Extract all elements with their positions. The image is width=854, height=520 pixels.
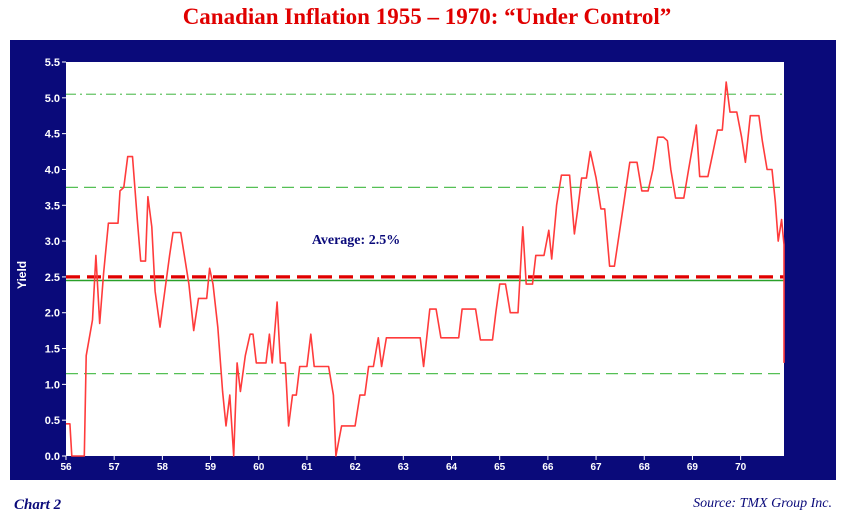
y-tick-label: 2.0: [45, 308, 60, 320]
y-tick-label: 4.0: [45, 164, 60, 176]
x-tick-label: 65: [494, 462, 506, 473]
y-tick-label: 1.5: [45, 344, 60, 356]
x-tick-label: 67: [591, 462, 603, 473]
chart-caption: Chart 2: [14, 497, 62, 513]
x-tick-label: 64: [446, 462, 458, 473]
y-tick-label: 4.5: [45, 129, 60, 141]
chart-frame: 0.0 0.5 1.0 1.5 2.0 2.5 3.0 3.5 4.0 4.5 5.0 5.5 56 5…: [10, 40, 836, 480]
x-tick-label: 58: [157, 462, 169, 473]
y-tick-label: 3.0: [45, 236, 60, 248]
y-axis-label: Yield: [15, 261, 29, 289]
y-tick-label: 2.5: [45, 272, 60, 284]
x-axis: 56 57 58 59 60 61 62 63 64 65 66 67 68 69 70: [60, 456, 747, 473]
plot-area: [66, 62, 784, 456]
chart-svg: 0.00.51.01.52.02.53.03.54.04.55.05.5 56 5…: [15, 57, 785, 473]
y-axis: 0.0 0.5 1.0 1.5 2.0 2.5 3.0 3.5 4.0 4.5 5.0 5.5: [45, 57, 66, 463]
x-tick-label: 63: [398, 462, 410, 473]
y-tick-label: 3.5: [45, 200, 60, 212]
x-tick-label: 59: [205, 462, 217, 473]
reference-lines: [66, 93, 784, 375]
x-tick-label: 70: [735, 462, 747, 473]
x-tick-label: 62: [350, 462, 362, 473]
x-tick-label: 57: [109, 462, 121, 473]
chart-title: Canadian Inflation 1955 – 1970: “Under C…: [182, 4, 672, 29]
inflation-series-line: [66, 81, 785, 457]
source-note: Source: TMX Group Inc.: [693, 496, 832, 511]
x-tick-label: 56: [60, 462, 72, 473]
x-tick-label: 69: [687, 462, 699, 473]
y-tick-label: 0.5: [45, 415, 60, 427]
y-tick-label: 5.0: [45, 93, 60, 105]
x-tick-label: 61: [301, 462, 313, 473]
y-tick-label: 5.5: [45, 57, 60, 69]
x-tick-label: 66: [542, 462, 554, 473]
average-annotation: Average: 2.5%: [312, 233, 400, 248]
x-tick-label: 60: [253, 462, 265, 473]
y-tick-label: 0.0: [45, 451, 60, 463]
y-tick-label: 1.0: [45, 379, 60, 391]
x-tick-label: 68: [639, 462, 651, 473]
